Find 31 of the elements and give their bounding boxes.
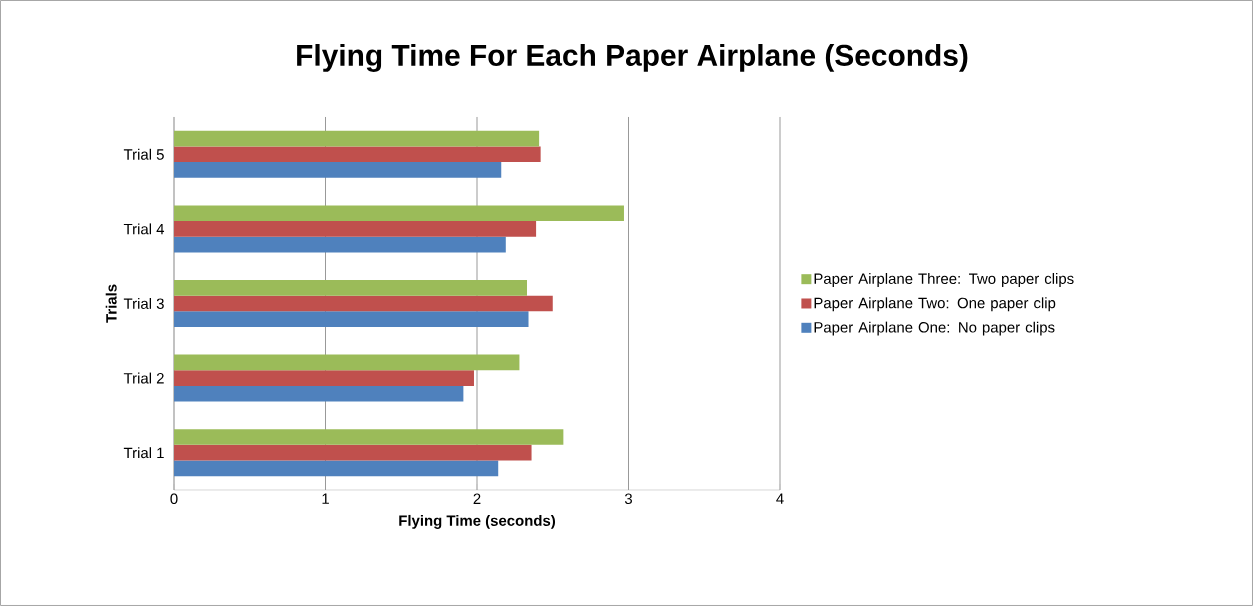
y-tick-label: Trial 5 [123,148,164,160]
y-axis-title: Trials [105,284,117,323]
y-tick-label: Trial 4 [123,223,165,235]
chart-title: Flying Time For Each Paper Airplane (Seconds) [297,43,968,72]
bar [174,146,541,163]
bar [174,295,553,312]
bar [174,385,464,402]
bar [174,429,564,445]
legend-label: Paper Airplane Three: Two paper clips [814,273,1074,287]
x-tick-label: 0 [170,493,178,505]
legend-label: Paper Airplane One: No paper clips [814,321,1055,336]
x-tick-label: 1 [322,493,329,504]
bar [174,130,540,147]
bar [174,221,537,237]
x-tick-label: 4 [776,493,784,504]
x-tick-label: 2 [473,493,481,504]
x-tick-label: 3 [624,493,633,505]
bar [174,444,532,461]
legend-label: Paper Airplane Two: One paper clip [814,297,1056,312]
bar [174,236,506,253]
bar [174,311,529,327]
x-axis-title: Flying Time (seconds) [399,514,556,529]
bar [174,370,474,386]
y-tick-label: Trial 3 [123,298,164,309]
bar [174,354,520,371]
y-tick-label: Trial 1 [123,447,164,459]
bar [174,460,499,477]
bar [174,279,528,296]
bar [174,162,502,178]
y-tick-label: Trial 2 [123,372,164,384]
bar [174,205,624,222]
